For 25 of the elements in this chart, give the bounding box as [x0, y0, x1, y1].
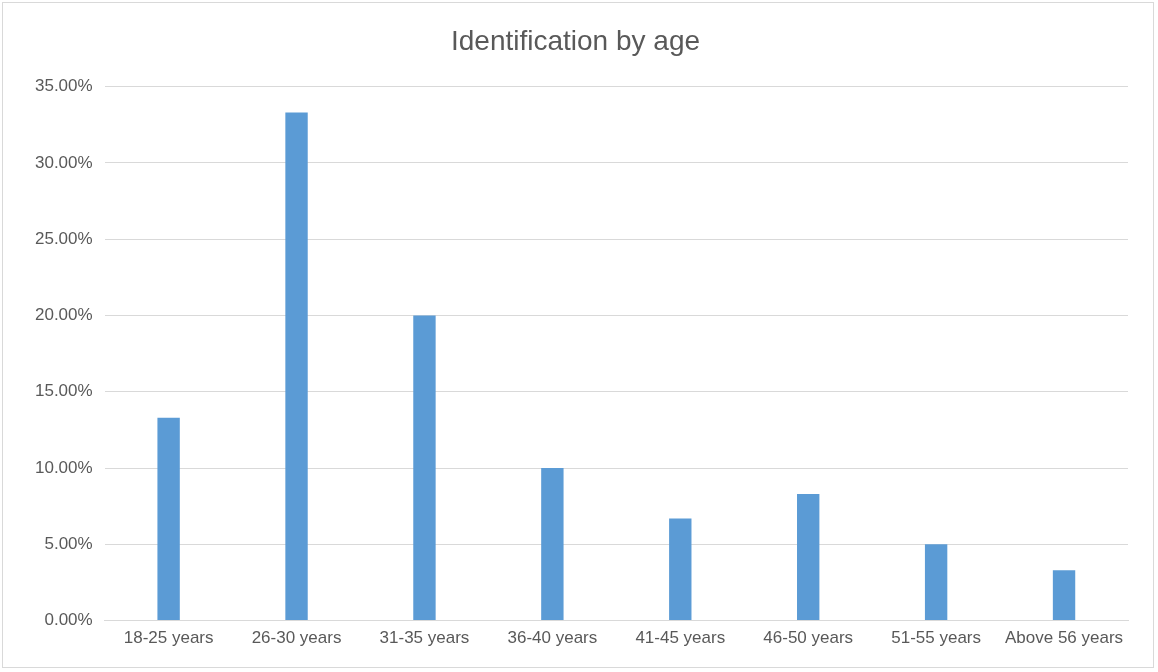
x-tick-label: Above 56 years	[1004, 628, 1124, 648]
bar	[924, 544, 948, 621]
bar	[285, 112, 308, 621]
bar	[797, 493, 820, 621]
x-tick-label: 36-40 years	[507, 628, 598, 648]
x-tick-label: 41-45 years	[635, 628, 726, 648]
bar	[541, 468, 564, 621]
x-tick-label: 46-50 years	[763, 628, 854, 648]
bar	[669, 518, 692, 621]
y-tick-label: 20.00%	[34, 305, 93, 325]
chart-title: Identification by age	[450, 24, 701, 56]
x-tick-label: 18-25 years	[123, 628, 214, 648]
bar	[157, 417, 180, 621]
y-tick-label: 15.00%	[34, 381, 93, 401]
x-tick-label: 51-55 years	[891, 628, 982, 648]
x-tick-label: 31-35 years	[379, 628, 470, 648]
y-tick-label: 30.00%	[34, 152, 93, 172]
y-tick-label: 10.00%	[34, 457, 93, 477]
y-tick-label: 5.00%	[44, 534, 93, 553]
y-tick-label: 25.00%	[34, 228, 93, 248]
y-tick-label: 35.00%	[34, 76, 93, 96]
y-tick-label: 0.00%	[44, 610, 93, 630]
bar	[1052, 570, 1076, 621]
x-tick-label: 26-30 years	[251, 628, 342, 648]
bar	[413, 315, 436, 621]
